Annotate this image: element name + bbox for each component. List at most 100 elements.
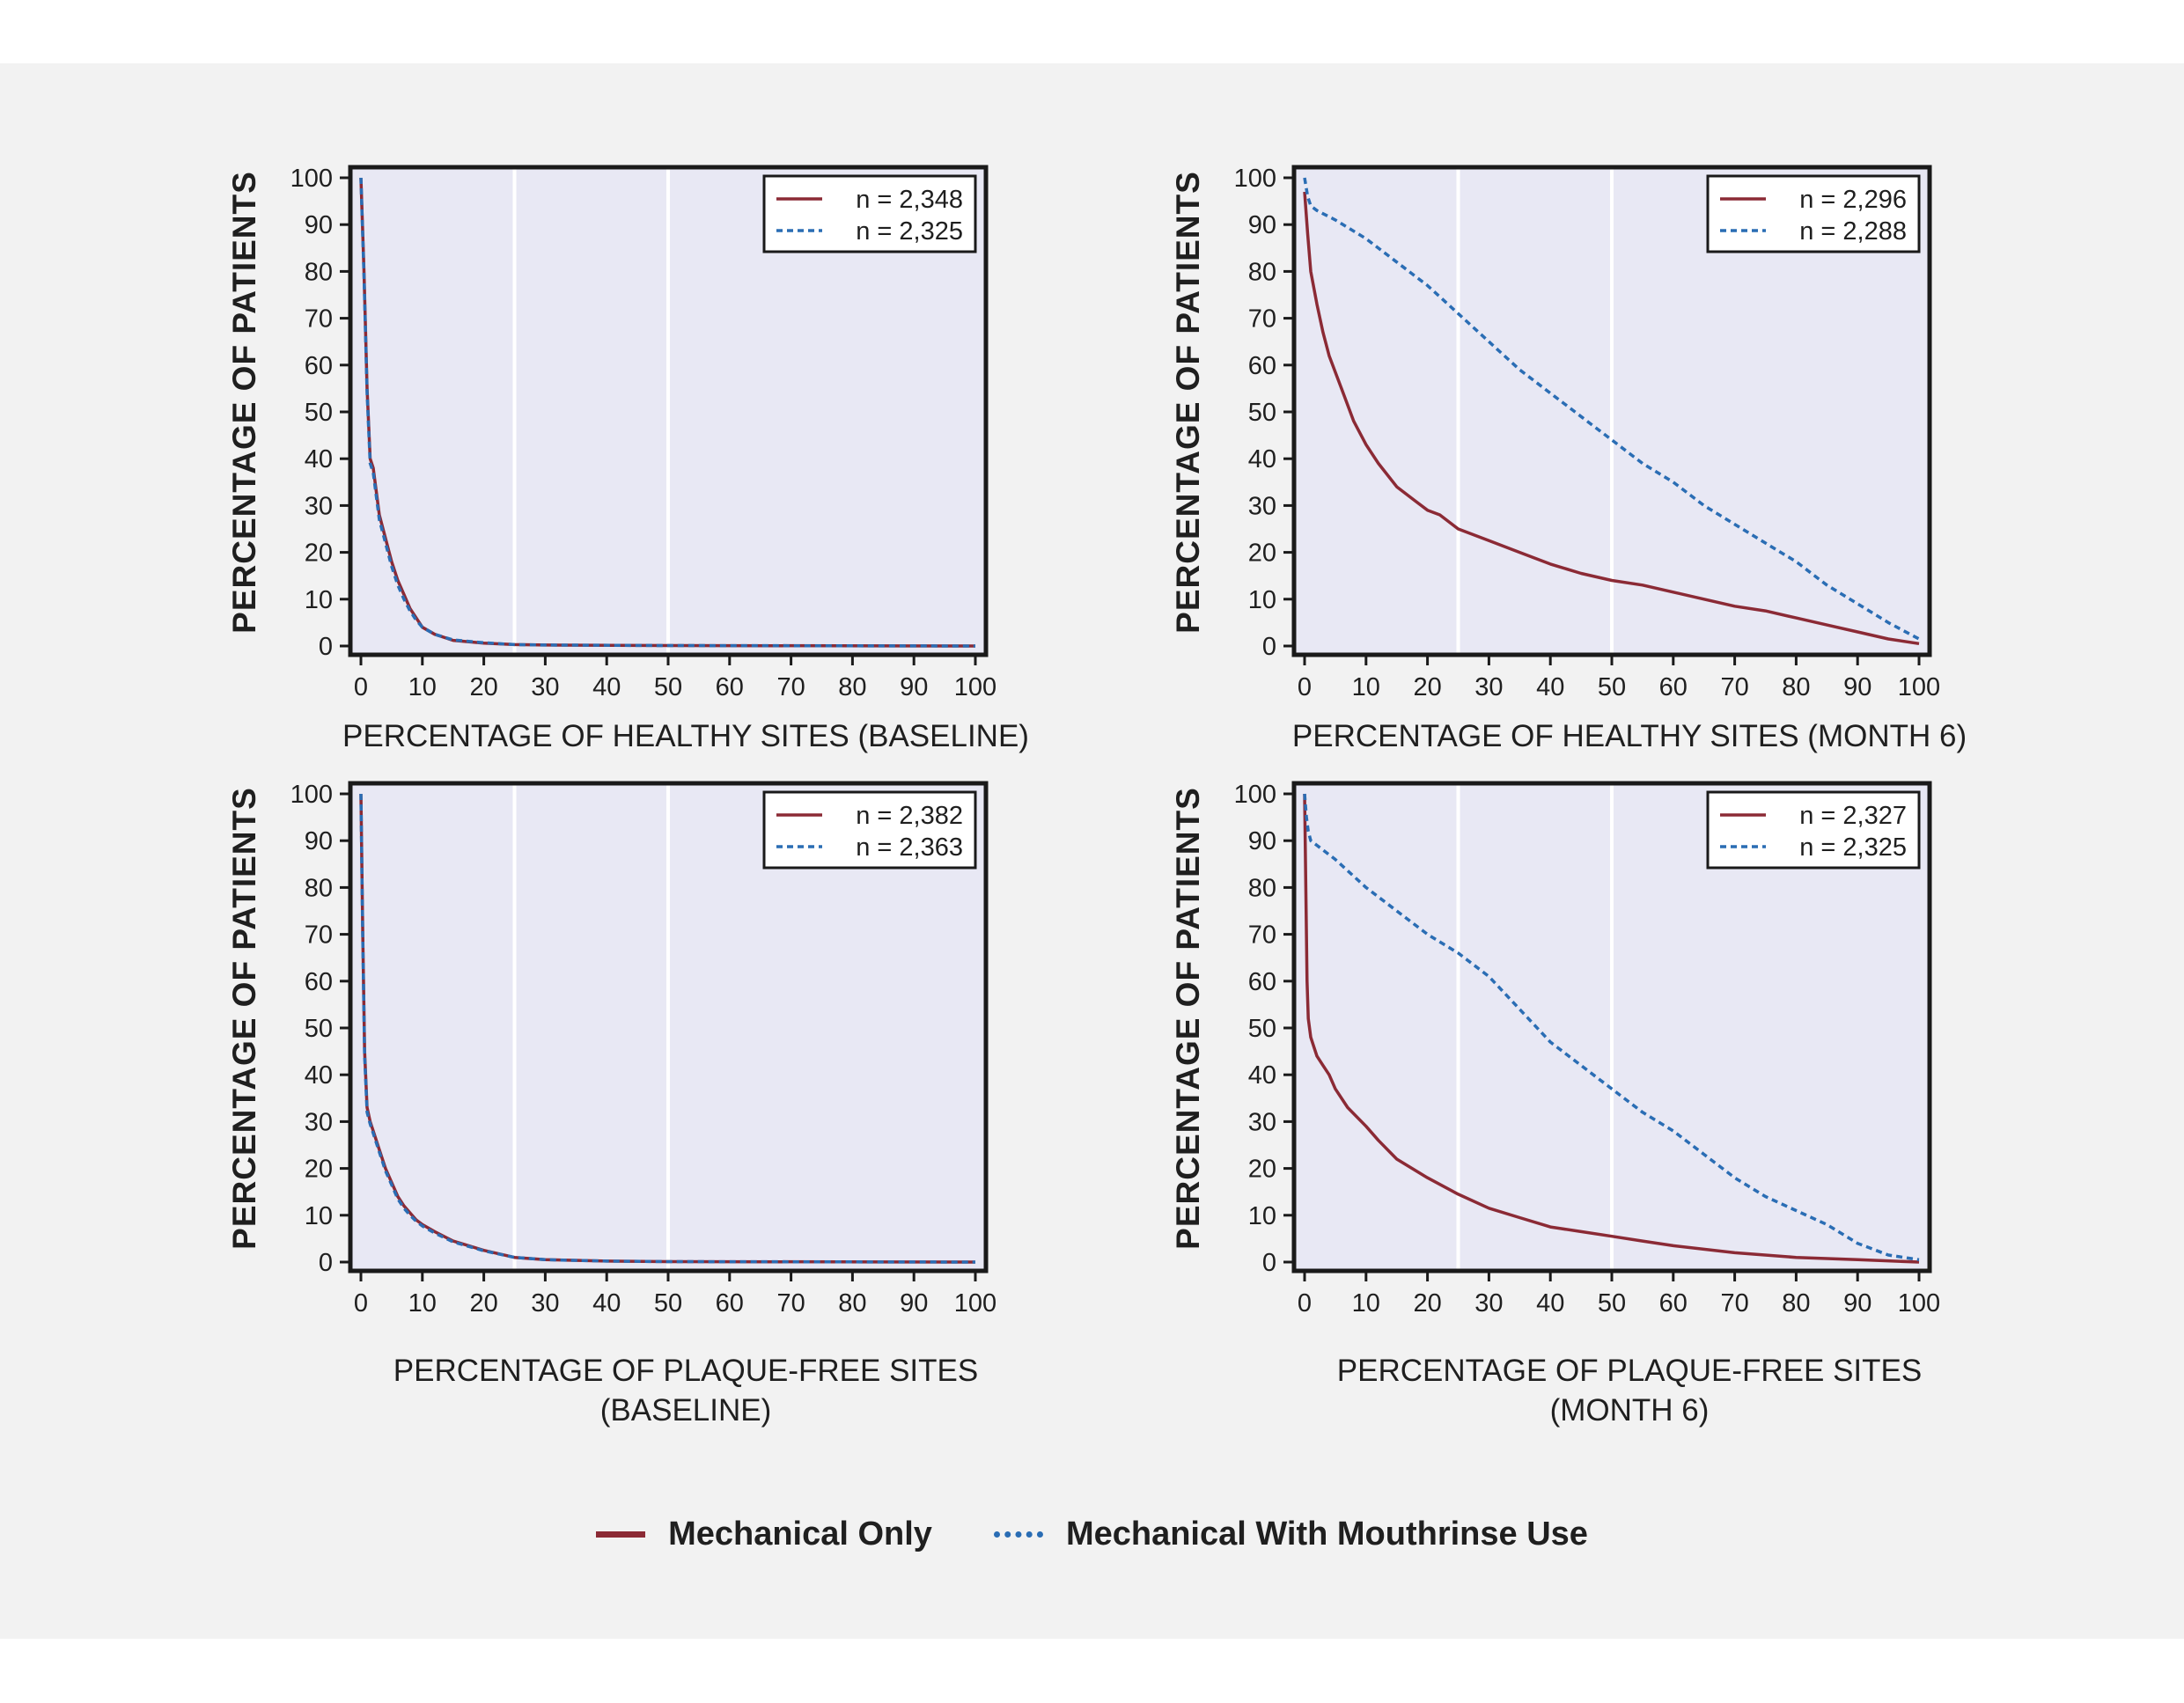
x-axis-title: (MONTH 6) [1550,1393,1710,1428]
y-tick-label: 70 [305,305,333,334]
x-tick-label: 0 [354,1289,368,1318]
x-tick-label: 100 [954,1289,996,1318]
legend-n-label: n = 2,382 [856,802,963,830]
y-tick-label: 60 [1248,968,1276,996]
y-tick-label: 70 [1248,921,1276,950]
y-tick-label: 60 [305,352,333,380]
x-tick-label: 30 [531,1289,559,1318]
inset-legend-box [762,174,977,253]
x-tick-label: 60 [716,1289,744,1318]
series-line-mechanical-only [1303,191,1920,646]
legend-n-label: n = 2,288 [1799,217,1907,246]
y-tick-label: 10 [1248,1202,1276,1230]
x-tick-label: 0 [354,673,368,701]
y-tick-label: 30 [1248,1108,1276,1136]
series-line-mouthrinse [359,793,976,1264]
legend-n-label: n = 2,325 [856,217,963,246]
x-tick-label: 10 [408,1289,437,1318]
legend-item-mechanical-only: Mechanical Only [596,1516,932,1553]
x-tick-label: 90 [1843,673,1871,701]
y-tick-label: 90 [1248,211,1276,239]
inset-legend-box [1706,790,1921,870]
x-tick-label: 90 [900,673,928,701]
x-tick-label: 90 [900,1289,928,1318]
x-tick-label: 20 [1413,1289,1441,1318]
inset-legend: n = 2,327 n = 2,325 [1706,790,1921,870]
legend-label-mouthrinse: Mechanical With Mouthrinse Use [1065,1516,1588,1553]
y-axis-title: PERCENTAGE OF PATIENTS [1170,171,1206,634]
x-tick-label: 20 [1413,673,1441,701]
x-axis-title: PERCENTAGE OF PLAQUE-FREE SITES [393,1354,978,1388]
legend-n-label: n = 2,327 [1799,802,1907,830]
x-tick-label: 10 [1352,1289,1380,1318]
y-tick-label: 20 [305,540,333,568]
x-tick-label: 70 [1720,1289,1748,1318]
y-axis-title: PERCENTAGE OF PATIENTS [226,171,262,634]
y-tick-label: 80 [305,258,333,286]
y-tick-label: 100 [290,781,333,809]
y-tick-label: 60 [1248,352,1276,380]
y-tick-label: 10 [305,586,333,614]
y-tick-label: 40 [305,445,333,473]
y-tick-label: 0 [319,633,333,661]
x-tick-label: 100 [1898,1289,1940,1318]
y-tick-label: 0 [1262,1249,1276,1277]
x-tick-label: 90 [1843,1289,1871,1318]
y-tick-label: 90 [305,211,333,239]
chart-healthy-baseline: 0 10 20 30 40 50 60 70 80 90 100 0 10 20 30 40 50 60 70 80 9… [226,165,1029,753]
inset-legend-box [1706,174,1921,253]
y-tick-label: 0 [319,1249,333,1277]
y-axis-title: PERCENTAGE OF PATIENTS [1170,787,1206,1250]
x-tick-label: 50 [654,1289,682,1318]
series-line-mouthrinse [1303,793,1920,1262]
x-tick-label: 80 [838,1289,866,1318]
legend-n-label: n = 2,348 [856,186,963,214]
x-tick-label: 70 [776,1289,805,1318]
x-tick-label: 40 [592,673,621,701]
x-tick-label: 0 [1298,673,1312,701]
x-tick-label: 60 [716,673,744,701]
x-tick-label: 60 [1659,673,1688,701]
legend-n-label: n = 2,363 [856,833,963,862]
x-tick-label: 30 [1474,673,1503,701]
y-tick-label: 90 [305,827,333,855]
shared-legend: Mechanical Only Mechanical With Mouthrin… [0,1516,2184,1553]
y-axis-title: PERCENTAGE OF PATIENTS [226,787,262,1250]
y-tick-label: 80 [1248,874,1276,902]
y-tick-label: 0 [1262,633,1276,661]
series-line-mouthrinse [359,177,976,648]
y-tick-label: 40 [1248,1061,1276,1090]
x-tick-label: 10 [408,673,437,701]
y-tick-label: 100 [1234,165,1276,193]
legend-item-mouthrinse: Mechanical With Mouthrinse Use [993,1516,1588,1553]
x-tick-label: 50 [654,673,682,701]
y-tick-label: 40 [1248,445,1276,473]
chart-plaque-month6: 0 10 20 30 40 50 60 70 80 90 100 0 10 20 30 40 50 60 70 80 9… [1170,781,1940,1428]
x-tick-label: 100 [1898,673,1940,701]
y-tick-label: 40 [305,1061,333,1090]
legend-n-label: n = 2,296 [1799,186,1907,214]
y-tick-label: 50 [1248,399,1276,427]
x-tick-label: 70 [1720,673,1748,701]
chart-healthy-month6: 0 10 20 30 40 50 60 70 80 90 100 0 10 20 30 40 50 60 70 80 9… [1170,165,1967,753]
inset-legend: n = 2,382 n = 2,363 [762,790,977,870]
x-tick-label: 20 [469,1289,497,1318]
x-tick-label: 0 [1298,1289,1312,1318]
y-tick-label: 50 [305,1015,333,1043]
x-tick-label: 100 [954,673,996,701]
x-axis-title: PERCENTAGE OF HEALTHY SITES (MONTH 6) [1292,719,1967,753]
inset-legend: n = 2,296 n = 2,288 [1706,174,1921,253]
inset-legend-box [762,790,977,870]
y-tick-label: 10 [305,1202,333,1230]
y-tick-label: 70 [1248,305,1276,334]
y-tick-label: 20 [305,1156,333,1184]
y-tick-label: 70 [305,921,333,950]
x-tick-label: 40 [1536,1289,1564,1318]
legend-swatch-dotted [993,1531,1043,1538]
y-tick-label: 50 [1248,1015,1276,1043]
y-tick-label: 30 [305,1108,333,1136]
y-tick-label: 10 [1248,586,1276,614]
x-tick-label: 70 [776,673,805,701]
x-tick-label: 30 [531,673,559,701]
x-axis-title: PERCENTAGE OF HEALTHY SITES (BASELINE) [342,719,1029,753]
